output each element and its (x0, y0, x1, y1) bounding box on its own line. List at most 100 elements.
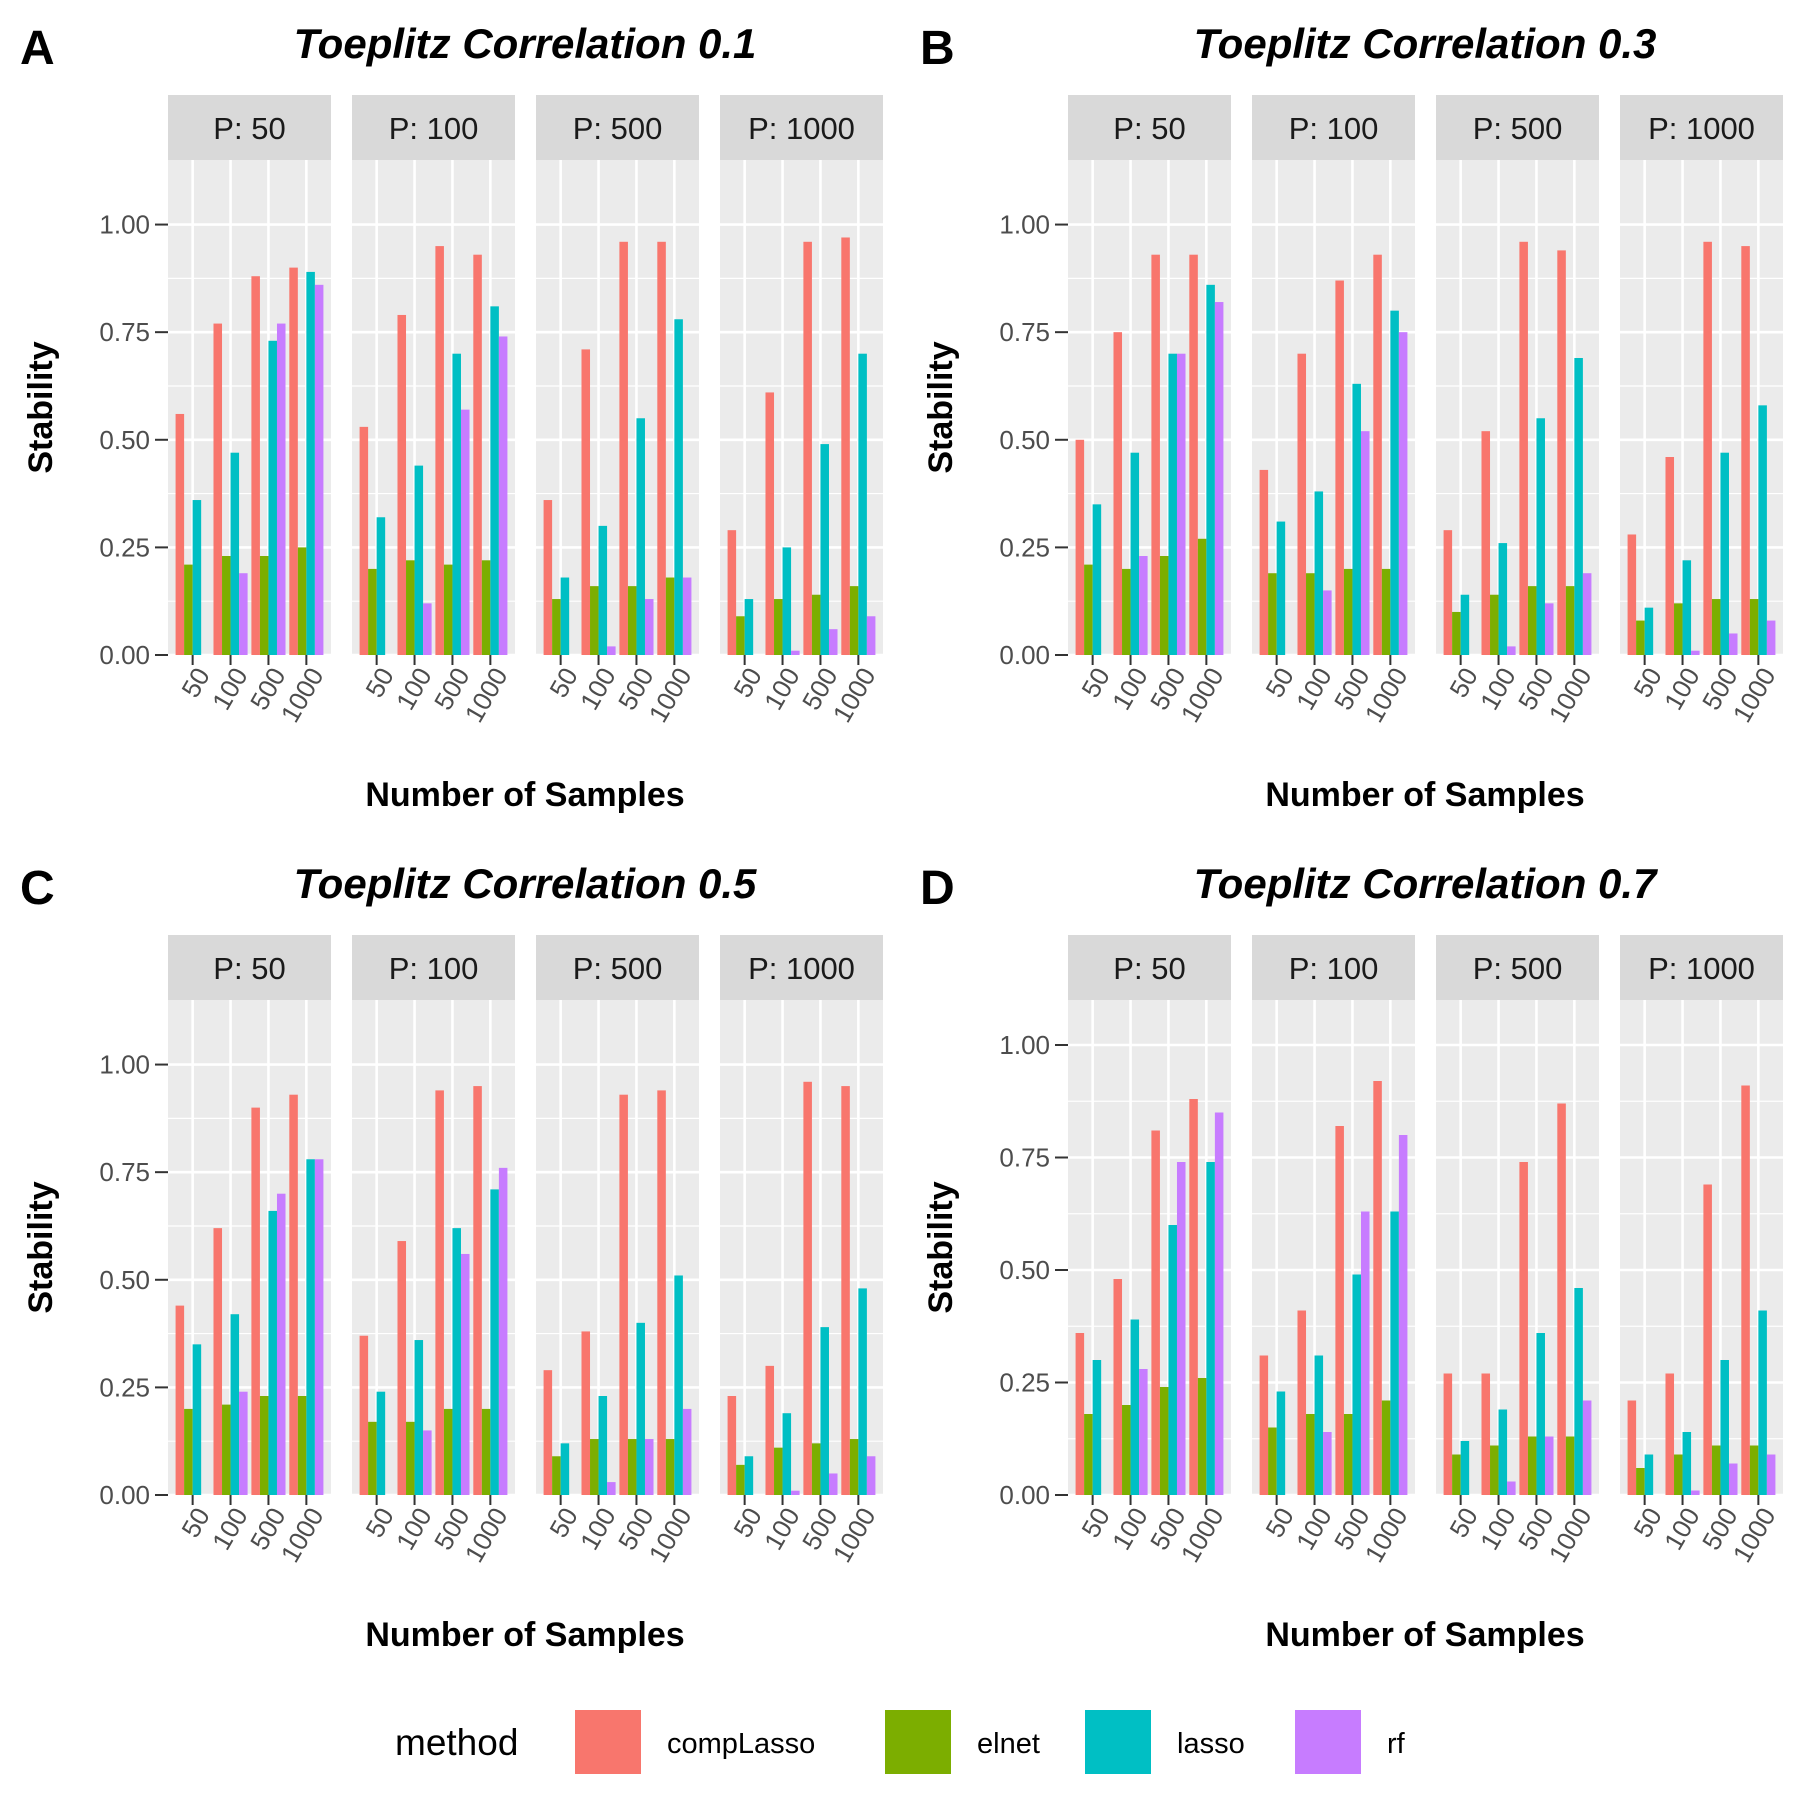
bar-lasso (1758, 1310, 1767, 1495)
bar-elnet (1674, 603, 1683, 655)
bar-complasso (543, 1370, 553, 1495)
bar-rf (1544, 1436, 1554, 1495)
bar-elnet (1452, 1454, 1461, 1495)
bar-complasso (1741, 1085, 1750, 1495)
bar-lasso (1682, 1432, 1692, 1495)
facet-strip (720, 95, 883, 160)
bar-elnet (222, 1404, 231, 1495)
bar-rf (314, 284, 324, 655)
bar-lasso (306, 1159, 315, 1495)
bar-elnet (1268, 573, 1277, 655)
facet-strip (536, 935, 699, 1000)
bar-rf (460, 409, 470, 655)
facet-strip-label: P: 100 (389, 111, 479, 146)
bar-complasso (1627, 1400, 1637, 1495)
y-tick-label: 0.00 (999, 640, 1050, 670)
bar-complasso (397, 314, 407, 655)
y-axis-title: Stability (922, 1181, 960, 1313)
facet-strip-label: P: 1000 (748, 111, 855, 146)
bar-elnet (1490, 594, 1499, 655)
facet-strip-label: P: 500 (1473, 111, 1563, 146)
legend-swatch (1295, 1710, 1361, 1774)
bar-elnet (665, 1439, 675, 1495)
panel-letter: D (920, 862, 955, 915)
bar-lasso (1574, 1288, 1583, 1495)
bar-complasso (1481, 431, 1491, 655)
bar-complasso (1189, 1099, 1198, 1495)
y-tick-label: 0.00 (99, 640, 150, 670)
legend-label: lasso (1177, 1728, 1245, 1760)
x-tick-label: 100 (574, 1502, 622, 1555)
panel-title: Toeplitz Correlation 0.7 (1194, 860, 1658, 907)
facet-strip-label: P: 100 (1289, 951, 1379, 986)
legend-label: compLasso (667, 1728, 815, 1760)
x-tick-label: 1000 (827, 662, 882, 727)
bar-rf (1360, 431, 1370, 655)
bar-rf (1323, 1432, 1332, 1495)
facet-strip-label: P: 500 (573, 111, 663, 146)
bar-elnet (590, 1439, 599, 1495)
bar-rf (1139, 1369, 1148, 1495)
legend-item-elnet: elnet (885, 1710, 1040, 1774)
bar-lasso (268, 340, 277, 655)
bar-complasso (727, 1396, 737, 1495)
facet-strip (536, 95, 699, 160)
y-tick-label: 1.00 (999, 1030, 1050, 1060)
bar-elnet (1711, 599, 1721, 655)
y-tick-label: 0.25 (99, 532, 150, 562)
bar-rf (1544, 603, 1554, 655)
panel-title: Toeplitz Correlation 0.1 (294, 20, 757, 67)
facet-strip-label: P: 100 (1289, 111, 1379, 146)
bar-lasso (452, 1228, 461, 1495)
bar-lasso (858, 353, 867, 655)
bar-lasso (1168, 353, 1177, 655)
y-tick-label: 0.75 (99, 1157, 150, 1187)
bar-complasso (657, 241, 666, 656)
bar-rf (1728, 633, 1738, 655)
bar-complasso (1519, 241, 1528, 656)
x-tick-label: 1000 (1175, 662, 1230, 727)
x-tick-label: 100 (390, 1502, 438, 1555)
legend-label: rf (1387, 1728, 1406, 1760)
bar-lasso (192, 1344, 202, 1495)
bar-complasso (435, 246, 444, 655)
bar-rf (1360, 1211, 1370, 1495)
facet-strip (1436, 95, 1599, 160)
bar-complasso (473, 254, 482, 655)
bar-lasso (268, 1210, 277, 1495)
bar-lasso (306, 271, 315, 655)
bar-rf (791, 1490, 800, 1495)
bar-complasso (1297, 1310, 1307, 1495)
bar-lasso (1574, 358, 1583, 655)
bar-elnet (1343, 1414, 1353, 1495)
bar-elnet (736, 616, 745, 655)
bar-lasso (1130, 452, 1140, 655)
chart-panel-d: D Toeplitz Correlation 0.7 Stability 0.00 0.… (920, 860, 1783, 1654)
legend-swatch (1085, 1710, 1151, 1774)
bar-elnet (1159, 556, 1169, 655)
bar-rf (644, 599, 654, 655)
bar-elnet (222, 556, 231, 655)
bar-elnet (1343, 568, 1353, 655)
bar-rf (1176, 1162, 1186, 1495)
bar-rf (607, 1482, 616, 1495)
chart-panel-a: A Toeplitz Correlation 0.1 Stability 0.00 0.… (20, 20, 883, 814)
bar-elnet (297, 547, 307, 655)
bar-lasso (376, 1391, 386, 1495)
bar-elnet (849, 586, 859, 655)
bar-complasso (1373, 254, 1382, 655)
bar-lasso (452, 353, 461, 655)
bar-complasso (765, 392, 775, 655)
bar-lasso (1276, 1391, 1286, 1495)
facet-strip (1436, 935, 1599, 1000)
bar-elnet (1452, 611, 1461, 655)
bar-lasso (376, 517, 386, 655)
panel-letter: B (920, 22, 955, 75)
bar-lasso (598, 1396, 608, 1495)
bar-complasso (359, 1335, 369, 1495)
